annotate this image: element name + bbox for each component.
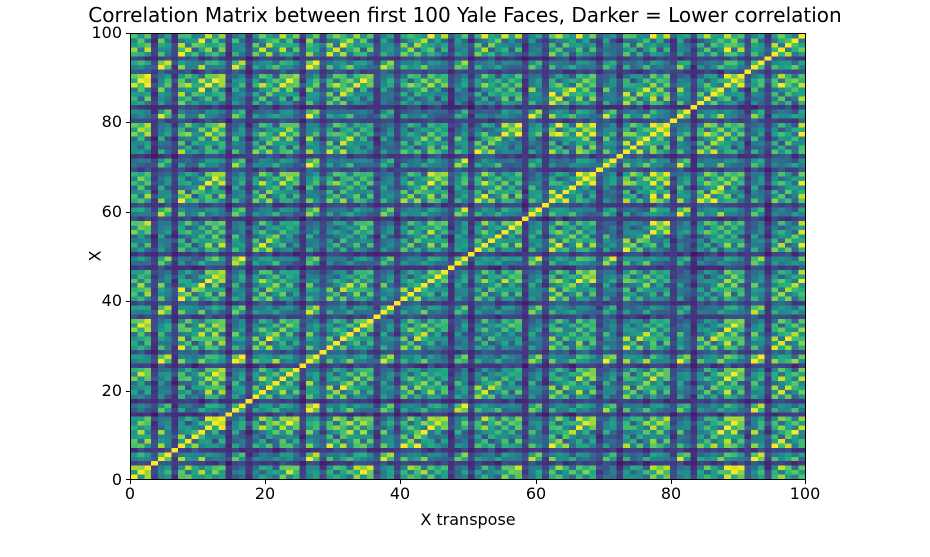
y-tick-mark xyxy=(126,212,130,213)
y-tick-mark xyxy=(126,301,130,302)
correlation-heatmap xyxy=(131,34,805,479)
x-tick-mark xyxy=(805,480,806,484)
y-tick-label: 20 xyxy=(101,381,122,400)
x-tick-label: 80 xyxy=(660,484,682,503)
y-tick-mark xyxy=(126,391,130,392)
y-tick-label: 60 xyxy=(101,202,122,221)
x-tick-mark xyxy=(130,480,131,484)
x-tick-mark xyxy=(536,480,537,484)
plot-area xyxy=(130,33,806,480)
chart-title: Correlation Matrix between first 100 Yal… xyxy=(88,3,842,27)
x-tick-label: 0 xyxy=(124,484,136,503)
x-tick-label: 40 xyxy=(389,484,411,503)
x-tick-label: 100 xyxy=(789,484,821,503)
y-tick-label: 0 xyxy=(111,470,122,489)
x-tick-mark xyxy=(265,480,266,484)
x-axis-label: X transpose xyxy=(420,510,516,529)
y-tick-mark xyxy=(126,33,130,34)
y-tick-label: 100 xyxy=(91,23,122,42)
x-tick-label: 20 xyxy=(254,484,276,503)
y-tick-mark xyxy=(126,479,130,480)
y-tick-label: 80 xyxy=(101,112,122,131)
y-axis-label: X xyxy=(85,250,105,262)
x-tick-label: 60 xyxy=(525,484,547,503)
x-tick-mark xyxy=(400,480,401,484)
y-tick-mark xyxy=(126,122,130,123)
y-tick-label: 40 xyxy=(101,291,122,310)
x-tick-mark xyxy=(671,480,672,484)
